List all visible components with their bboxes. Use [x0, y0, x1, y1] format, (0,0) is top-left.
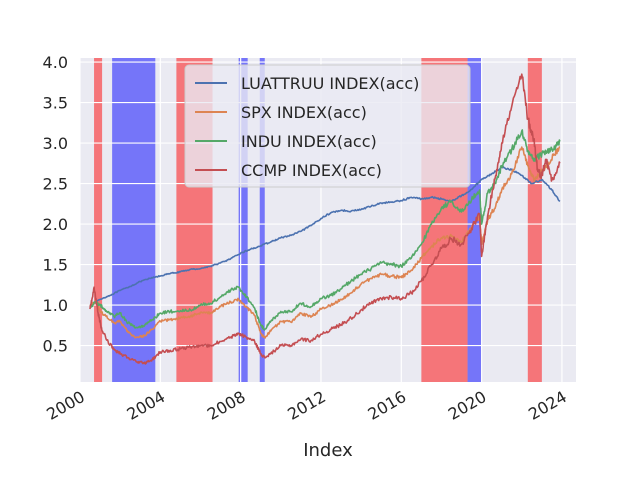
x-axis-label: Index: [303, 440, 353, 461]
legend-label-0: LUATTRUU INDEX(acc): [241, 74, 419, 93]
x-tick-labels: 2000 2004 2008 2012 2016 2020 2024: [43, 387, 570, 424]
x-tick-label-4: 2016: [365, 387, 410, 424]
shaded-region-3: [238, 58, 248, 382]
series-line-3: [89, 73, 561, 365]
series-line-2: [89, 129, 561, 331]
y-tick-label-5: 3.0: [43, 134, 68, 153]
legend-label-3: CCMP INDEX(acc): [241, 161, 382, 180]
shaded-region-1: [112, 58, 156, 382]
y-tick-label-7: 4.0: [43, 53, 68, 72]
x-tick-label-1: 2004: [124, 387, 169, 424]
legend-label-2: INDU INDEX(acc): [241, 132, 377, 151]
shaded-region-7: [527, 58, 542, 382]
y-tick-label-3: 2.0: [43, 215, 68, 234]
shaded-region-6: [467, 58, 482, 382]
legend: LUATTRUU INDEX(acc) SPX INDEX(acc) INDU IN…: [184, 64, 471, 188]
x-tick-label-3: 2012: [284, 387, 329, 424]
x-tick-label-2: 2008: [204, 387, 249, 424]
y-tick-label-0: 0.5: [43, 337, 68, 356]
series-line-1: [89, 146, 561, 339]
y-tick-label-2: 1.5: [43, 256, 68, 275]
y-tick-labels: 0.5 1.0 1.5 2.0 2.5 3.0 3.5 4.0: [43, 53, 68, 356]
series-line-0: [89, 166, 561, 306]
x-tick-label-5: 2020: [445, 387, 490, 424]
shaded-region-4: [259, 58, 265, 382]
shaded-region-0: [94, 58, 103, 382]
y-tick-label-1: 1.0: [43, 296, 68, 315]
x-tick-label-6: 2024: [525, 387, 570, 424]
y-tick-label-6: 3.5: [43, 94, 68, 113]
x-tick-label-0: 2000: [43, 387, 88, 424]
legend-box: [184, 64, 471, 188]
legend-label-1: SPX INDEX(acc): [241, 103, 367, 122]
y-tick-label-4: 2.5: [43, 175, 68, 194]
series-lines: [89, 73, 561, 365]
